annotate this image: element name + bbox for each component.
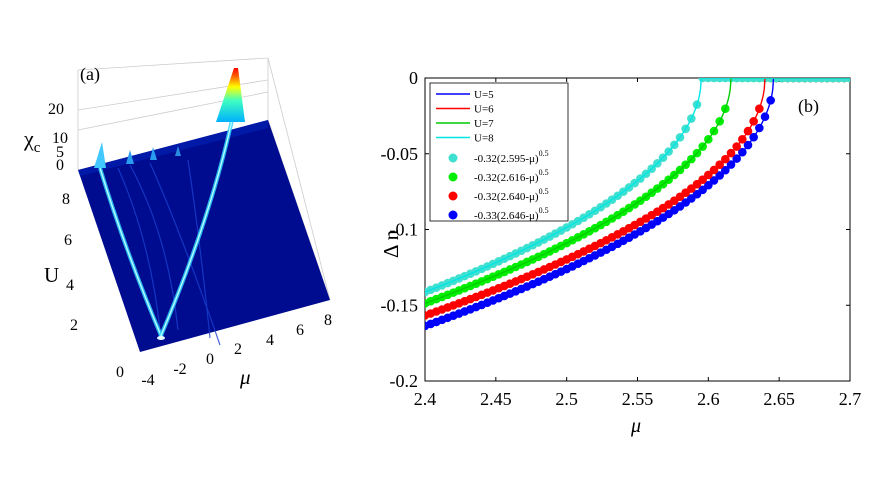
x-tick-label: 2 [234, 341, 242, 358]
y-tick-label: -0.2 [390, 371, 419, 391]
panel-b-ticks: 2.4 2.45 2.5 2.55 2.6 2.65 2.7 0 -0.05 -0.1 -0.15 -… [381, 68, 862, 409]
y-tick-label: -0.15 [381, 295, 419, 315]
panel-a-xlabel: μ [239, 365, 251, 389]
panel-a-ylabel: U [44, 263, 59, 287]
series-line-4 [425, 78, 850, 293]
surface-peak-small-1 [126, 150, 134, 164]
fit-point [845, 78, 850, 83]
x-axis-ticks: -4 -2 0 2 4 6 8 [141, 312, 332, 389]
surface-faint-lines [117, 159, 221, 346]
panel-a-zlabel: χc [23, 126, 41, 156]
y-tick-label: 2 [70, 317, 78, 334]
series-line-1 [425, 78, 850, 327]
x-tick-label: 8 [324, 312, 332, 329]
legend-entry-label: -0.33(2.646-μ)0.5 [474, 206, 549, 222]
y-tick-label: 0 [409, 68, 418, 88]
legend-entry-label: -0.32(2.616-μ)0.5 [474, 168, 549, 184]
x-tick-label: 2.65 [763, 389, 795, 409]
z-tick-label: 5 [56, 144, 64, 161]
x-tick-label: -2 [173, 361, 186, 378]
x-tick-label: 0 [206, 351, 214, 368]
surface-peak-small-3 [175, 146, 181, 156]
series-line-2 [425, 78, 850, 317]
surface-peak-right [216, 68, 245, 122]
y-tick-label: 4 [66, 277, 74, 294]
legend-dot-swatch [448, 172, 458, 182]
surface-peak-small-2 [150, 147, 157, 160]
x-tick-label: 2.4 [414, 389, 437, 409]
z-tick-label: 10 [52, 130, 68, 147]
fit-series-1 [425, 78, 850, 297]
x-tick-label: -4 [141, 372, 154, 389]
surface-floor [78, 120, 330, 352]
legend-entry-label: U=7 [474, 118, 494, 130]
y-tick-label: -0.1 [390, 220, 419, 240]
panel-b-label: (b) [798, 96, 819, 117]
y-tick-label: 6 [64, 232, 72, 249]
x-tick-label: 4 [266, 332, 274, 349]
legend-dot-swatch [448, 153, 458, 163]
x-tick-label: 2.6 [697, 389, 720, 409]
panel-b-ylabel: Δ n [379, 229, 403, 258]
panel-a-label: (a) [80, 64, 100, 85]
legend-entry-label: U=8 [474, 133, 494, 145]
z-tick-label: 20 [48, 101, 64, 118]
panel-b-legend: U=5 U=6 U=7 U=8 -0.32(2.595-μ)0.5 -0.32(2.616… [429, 82, 569, 222]
x-tick-label: 2.55 [622, 389, 654, 409]
panel-b: 2.4 2.45 2.5 2.55 2.6 2.65 2.7 0 -0.05 -0.1 -0.15 -… [379, 68, 861, 437]
legend-entry-label: -0.32(2.595-μ)0.5 [474, 149, 549, 165]
z-tick-label: 0 [56, 157, 64, 174]
series-line-3 [425, 78, 850, 304]
legend-dot-swatch [448, 210, 458, 220]
surface-peak-left [94, 142, 106, 168]
legend-dot-swatch [448, 191, 458, 201]
legend-entry-label: U=6 [474, 104, 494, 116]
x-tick-label: 2.45 [480, 389, 512, 409]
x-tick-label: 6 [296, 322, 304, 339]
y-tick-label: 8 [62, 191, 70, 208]
y-axis-ticks: 0 2 4 6 8 [62, 191, 124, 381]
y-tick-label: 0 [116, 364, 124, 381]
legend-entry-label: -0.32(2.640-μ)0.5 [474, 187, 549, 203]
panel-b-plot-area [425, 78, 850, 331]
panel-b-xlabel: μ [630, 415, 641, 437]
surface-floor-shade [78, 120, 268, 176]
surface-vertex [157, 336, 165, 340]
y-tick-label: -0.05 [381, 144, 419, 164]
legend-entry-label: U=5 [474, 89, 494, 101]
x-tick-label: 2.7 [839, 389, 862, 409]
x-tick-label: 2.5 [555, 389, 578, 409]
